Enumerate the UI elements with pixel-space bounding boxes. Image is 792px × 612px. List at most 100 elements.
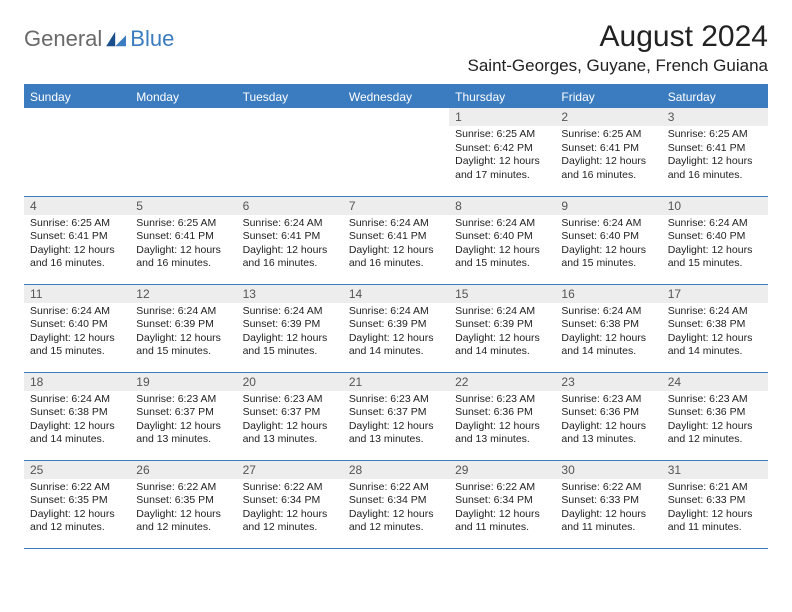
daylight-line2: and 12 minutes. [243,521,337,535]
day-details: Sunrise: 6:24 AMSunset: 6:38 PMDaylight:… [662,303,768,364]
sunset-text: Sunset: 6:33 PM [668,494,762,508]
sunrise-text: Sunrise: 6:25 AM [30,217,124,231]
daylight-line2: and 15 minutes. [455,257,549,271]
daylight-line1: Daylight: 12 hours [455,332,549,346]
day-details: Sunrise: 6:23 AMSunset: 6:36 PMDaylight:… [449,391,555,452]
daylight-line2: and 16 minutes. [349,257,443,271]
calendar-header-row: Sunday Monday Tuesday Wednesday Thursday… [24,85,768,108]
day-details: Sunrise: 6:24 AMSunset: 6:39 PMDaylight:… [130,303,236,364]
day-details: Sunrise: 6:24 AMSunset: 6:38 PMDaylight:… [555,303,661,364]
daylight-line2: and 13 minutes. [243,433,337,447]
day-number: 1 [449,108,555,126]
daylight-line2: and 13 minutes. [455,433,549,447]
calendar-day-cell: 20Sunrise: 6:23 AMSunset: 6:37 PMDayligh… [237,372,343,460]
daylight-line2: and 16 minutes. [30,257,124,271]
calendar-day-cell: . [237,108,343,196]
day-number: 7 [343,197,449,215]
day-details: Sunrise: 6:22 AMSunset: 6:35 PMDaylight:… [24,479,130,540]
day-number: 24 [662,373,768,391]
day-number: 29 [449,461,555,479]
sunrise-text: Sunrise: 6:24 AM [349,305,443,319]
day-details: Sunrise: 6:24 AMSunset: 6:40 PMDaylight:… [662,215,768,276]
day-number: 27 [237,461,343,479]
day-details: Sunrise: 6:22 AMSunset: 6:35 PMDaylight:… [130,479,236,540]
calendar-day-cell: 11Sunrise: 6:24 AMSunset: 6:40 PMDayligh… [24,284,130,372]
daylight-line1: Daylight: 12 hours [668,420,762,434]
logo: General Blue [24,26,174,52]
calendar-day-cell: 3Sunrise: 6:25 AMSunset: 6:41 PMDaylight… [662,108,768,196]
day-details: Sunrise: 6:24 AMSunset: 6:39 PMDaylight:… [343,303,449,364]
calendar-day-cell: 26Sunrise: 6:22 AMSunset: 6:35 PMDayligh… [130,460,236,548]
sunrise-text: Sunrise: 6:24 AM [243,217,337,231]
sunrise-text: Sunrise: 6:24 AM [243,305,337,319]
day-number: 25 [24,461,130,479]
calendar-day-cell: 30Sunrise: 6:22 AMSunset: 6:33 PMDayligh… [555,460,661,548]
calendar-day-cell: 31Sunrise: 6:21 AMSunset: 6:33 PMDayligh… [662,460,768,548]
daylight-line1: Daylight: 12 hours [349,508,443,522]
daylight-line1: Daylight: 12 hours [243,420,337,434]
sunset-text: Sunset: 6:34 PM [455,494,549,508]
day-number: 9 [555,197,661,215]
sunset-text: Sunset: 6:36 PM [561,406,655,420]
sunset-text: Sunset: 6:39 PM [243,318,337,332]
daylight-line1: Daylight: 12 hours [668,155,762,169]
daylight-line2: and 16 minutes. [561,169,655,183]
day-details: Sunrise: 6:24 AMSunset: 6:39 PMDaylight:… [449,303,555,364]
day-details: Sunrise: 6:22 AMSunset: 6:34 PMDaylight:… [343,479,449,540]
daylight-line1: Daylight: 12 hours [561,332,655,346]
sunrise-text: Sunrise: 6:22 AM [349,481,443,495]
calendar-day-cell: 6Sunrise: 6:24 AMSunset: 6:41 PMDaylight… [237,196,343,284]
calendar-day-cell: 21Sunrise: 6:23 AMSunset: 6:37 PMDayligh… [343,372,449,460]
calendar-week-row: ....1Sunrise: 6:25 AMSunset: 6:42 PMDayl… [24,108,768,196]
sunrise-text: Sunrise: 6:24 AM [30,393,124,407]
calendar-day-cell: 14Sunrise: 6:24 AMSunset: 6:39 PMDayligh… [343,284,449,372]
calendar-day-cell: 29Sunrise: 6:22 AMSunset: 6:34 PMDayligh… [449,460,555,548]
weekday-header: Saturday [662,85,768,108]
day-number: 11 [24,285,130,303]
sunset-text: Sunset: 6:36 PM [668,406,762,420]
day-details: Sunrise: 6:22 AMSunset: 6:33 PMDaylight:… [555,479,661,540]
sunset-text: Sunset: 6:41 PM [349,230,443,244]
calendar-week-row: 4Sunrise: 6:25 AMSunset: 6:41 PMDaylight… [24,196,768,284]
calendar-day-cell: 9Sunrise: 6:24 AMSunset: 6:40 PMDaylight… [555,196,661,284]
sunrise-text: Sunrise: 6:22 AM [243,481,337,495]
sunrise-text: Sunrise: 6:23 AM [668,393,762,407]
calendar-day-cell: 4Sunrise: 6:25 AMSunset: 6:41 PMDaylight… [24,196,130,284]
calendar-day-cell: 24 Sunrise: 6:23 AMSunset: 6:36 PMDayligh… [662,372,768,460]
daylight-line2: and 15 minutes. [136,345,230,359]
sunrise-text: Sunrise: 6:23 AM [349,393,443,407]
day-details: Sunrise: 6:22 AMSunset: 6:34 PMDaylight:… [449,479,555,540]
day-number: 2 [555,108,661,126]
day-details: Sunrise: 6:24 AMSunset: 6:40 PMDaylight:… [555,215,661,276]
day-details: Sunrise: 6:24 AMSunset: 6:39 PMDaylight:… [237,303,343,364]
calendar-body: ....1Sunrise: 6:25 AMSunset: 6:42 PMDayl… [24,108,768,548]
calendar-day-cell: 27Sunrise: 6:22 AMSunset: 6:34 PMDayligh… [237,460,343,548]
day-number: 16 [555,285,661,303]
calendar-day-cell: 8Sunrise: 6:24 AMSunset: 6:40 PMDaylight… [449,196,555,284]
calendar-day-cell: 1Sunrise: 6:25 AMSunset: 6:42 PMDaylight… [449,108,555,196]
daylight-line2: and 11 minutes. [561,521,655,535]
daylight-line2: and 12 minutes. [668,433,762,447]
sunset-text: Sunset: 6:41 PM [243,230,337,244]
day-number: 30 [555,461,661,479]
day-number: 17 [662,285,768,303]
sunrise-text: Sunrise: 6:24 AM [30,305,124,319]
day-number: 3 [662,108,768,126]
daylight-line1: Daylight: 12 hours [455,420,549,434]
daylight-line2: and 15 minutes. [243,345,337,359]
calendar-table: Sunday Monday Tuesday Wednesday Thursday… [24,84,768,549]
day-number: 21 [343,373,449,391]
sunset-text: Sunset: 6:37 PM [136,406,230,420]
sunrise-text: Sunrise: 6:24 AM [561,217,655,231]
sunrise-text: Sunrise: 6:23 AM [561,393,655,407]
day-number: 22 [449,373,555,391]
calendar-week-row: 25Sunrise: 6:22 AMSunset: 6:35 PMDayligh… [24,460,768,548]
daylight-line2: and 16 minutes. [668,169,762,183]
sunrise-text: Sunrise: 6:22 AM [455,481,549,495]
sunset-text: Sunset: 6:34 PM [243,494,337,508]
daylight-line2: and 12 minutes. [136,521,230,535]
daylight-line1: Daylight: 12 hours [455,155,549,169]
daylight-line1: Daylight: 12 hours [349,244,443,258]
daylight-line2: and 14 minutes. [455,345,549,359]
sunrise-text: Sunrise: 6:24 AM [668,305,762,319]
